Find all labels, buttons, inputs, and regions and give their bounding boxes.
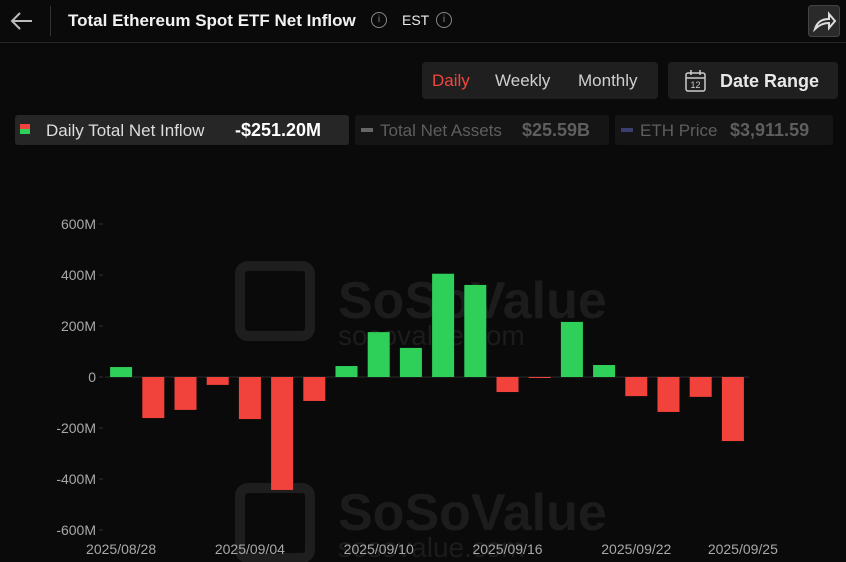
x-tick-label: 2025/09/10 xyxy=(344,541,414,557)
calendar-day: 12 xyxy=(690,80,700,90)
bar xyxy=(271,377,294,490)
legend-name: Total Net Assets xyxy=(380,121,502,140)
calendar-icon: 12 xyxy=(685,70,706,92)
tab[interactable]: Daily xyxy=(432,71,470,90)
legend-value: $25.59B xyxy=(522,120,591,140)
bar xyxy=(657,377,680,412)
date-range-button[interactable]: 12 Date Range xyxy=(668,62,838,99)
bar xyxy=(367,332,390,377)
bar xyxy=(110,367,133,377)
x-tick-label: 2025/09/25 xyxy=(708,541,778,557)
y-tick-label: 600M xyxy=(61,216,96,232)
bar xyxy=(142,377,165,419)
watermark-site: sosovalue.com xyxy=(338,532,525,562)
legend-item[interactable]: ETH Price $3,911.59 xyxy=(615,115,833,145)
bar xyxy=(174,377,197,410)
period-tabs: Daily Weekly Monthly xyxy=(422,62,658,99)
timezone: EST xyxy=(402,12,430,28)
date-range-label: Date Range xyxy=(720,71,820,91)
legend-name: Daily Total Net Inflow xyxy=(46,121,205,140)
back-button[interactable] xyxy=(10,10,34,32)
bar xyxy=(464,284,487,377)
y-tick-label: 400M xyxy=(61,267,96,283)
legend-icon xyxy=(361,128,373,132)
bar xyxy=(496,377,519,393)
legend-item[interactable]: Total Net Assets $25.59B xyxy=(355,115,609,145)
legend-icon xyxy=(20,124,30,134)
bar xyxy=(721,377,744,442)
bar xyxy=(432,273,455,377)
y-tick-label: -400M xyxy=(56,471,96,487)
bar xyxy=(689,377,712,397)
bar xyxy=(399,347,422,377)
y-tick-label: 0 xyxy=(88,369,96,385)
watermark-brand: SoSoValue xyxy=(338,484,607,542)
y-tick-label: -600M xyxy=(56,522,96,538)
legend-value: $3,911.59 xyxy=(730,120,810,140)
bar xyxy=(238,377,261,420)
bar xyxy=(335,366,358,377)
x-tick-label: 2025/09/16 xyxy=(472,541,542,557)
legend-name: ETH Price xyxy=(640,121,718,140)
y-tick-label: -200M xyxy=(56,420,96,436)
bar xyxy=(303,377,326,401)
x-tick-label: 2025/09/22 xyxy=(601,541,671,557)
bar xyxy=(593,365,616,377)
info-icon[interactable]: i xyxy=(371,12,387,28)
legend-icon xyxy=(621,128,633,132)
page-title: Total Ethereum Spot ETF Net Inflow xyxy=(68,11,356,30)
legend-item[interactable]: Daily Total Net Inflow -$251.20M xyxy=(15,115,349,145)
bar xyxy=(528,377,551,378)
bar xyxy=(625,377,648,397)
x-tick-label: 2025/09/04 xyxy=(215,541,285,557)
tab[interactable]: Monthly xyxy=(578,71,638,90)
y-tick-label: 200M xyxy=(61,318,96,334)
info-icon[interactable]: i xyxy=(436,12,452,28)
bar xyxy=(560,321,583,377)
tab[interactable]: Weekly xyxy=(495,71,551,90)
x-tick-label: 2025/08/28 xyxy=(86,541,156,557)
share-button[interactable] xyxy=(808,5,840,37)
watermark-site: sosovalue.com xyxy=(338,320,525,351)
legend-value: -$251.20M xyxy=(235,120,322,140)
watermark: SoSoValue sosovalue.com SoSoValue sosova… xyxy=(235,261,607,562)
bar xyxy=(206,377,229,385)
header: Total Ethereum Spot ETF Net Inflow i EST… xyxy=(0,0,846,43)
divider xyxy=(50,6,51,36)
